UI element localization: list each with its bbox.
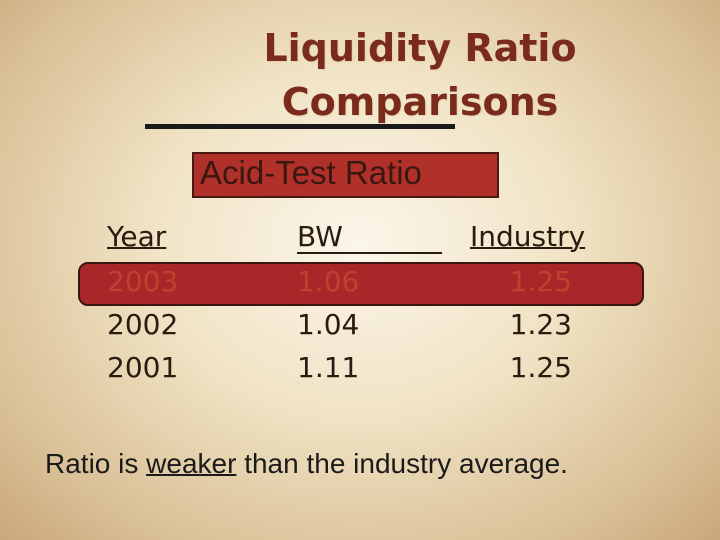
- table-cell: 1.25: [509, 351, 572, 384]
- subtitle-box: [192, 152, 499, 198]
- footnote-text: Ratio is: [45, 448, 147, 479]
- table-cell: 2001: [107, 351, 179, 384]
- footnote-text: than the industry average.: [236, 448, 568, 479]
- table-cell: 1.11: [297, 351, 360, 384]
- subtitle: Acid-Test Ratio: [200, 154, 422, 191]
- table-cell: 1.04: [297, 308, 360, 341]
- table-cell: 2003: [107, 265, 179, 298]
- table-cell: 1.25: [509, 265, 572, 298]
- decorative-rule: [145, 124, 455, 129]
- row-highlight: [78, 262, 644, 306]
- header-cell: Year: [107, 220, 167, 253]
- table-cell: 1.06: [297, 265, 360, 298]
- footnote: Ratio is weaker than the industry averag…: [45, 448, 568, 480]
- title-line: Comparisons: [281, 80, 559, 124]
- header-cell: Industry: [470, 220, 586, 253]
- title-line: Liquidity Ratio: [263, 26, 577, 70]
- footnote-emphasis: weaker: [146, 448, 237, 479]
- header-cell: BW: [297, 220, 442, 254]
- table-cell: 2002: [107, 308, 179, 341]
- table-cell: 1.23: [509, 308, 572, 341]
